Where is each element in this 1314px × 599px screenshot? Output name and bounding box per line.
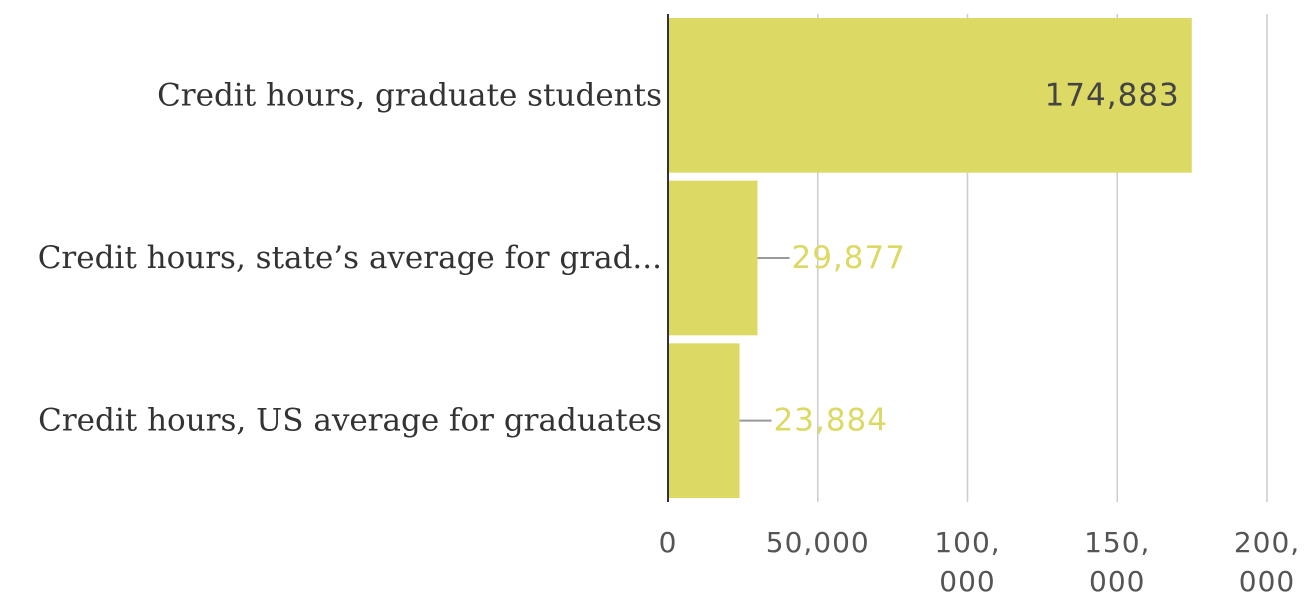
x-tick-label: 0 (659, 526, 678, 559)
category-label: Credit hours, graduate students (157, 77, 662, 113)
data-label: 23,884 (774, 403, 888, 439)
data-label: 29,877 (791, 240, 905, 276)
bar (668, 343, 740, 498)
data-label: 174,883 (1045, 77, 1180, 113)
category-label: Credit hours, US average for graduates (38, 403, 662, 439)
x-tick-label: 50,000 (766, 526, 870, 559)
leader-lines (739, 257, 790, 422)
bar (668, 18, 1192, 173)
data-labels: 174,883 29,877 23,884 (774, 77, 1180, 439)
x-tick-label: 100, 000 (934, 526, 1000, 598)
category-label: Credit hours, state’s average for grad..… (38, 240, 662, 276)
x-tick-label: 200, 000 (1234, 526, 1300, 598)
category-labels: Credit hours, graduate students Credit ho… (38, 77, 662, 438)
x-tick-labels: 0 50,000 100, 000 150, 000 200, 000 (659, 526, 1300, 598)
bars (668, 18, 1192, 498)
x-tick-label: 150, 000 (1084, 526, 1150, 598)
bar (668, 180, 758, 336)
